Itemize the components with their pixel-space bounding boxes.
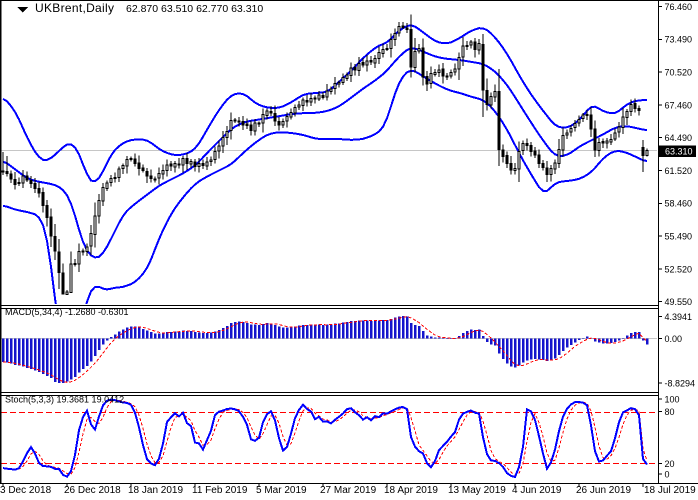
svg-text:3 Dec 2018: 3 Dec 2018 xyxy=(0,485,52,496)
svg-text:64.490: 64.490 xyxy=(665,133,693,143)
svg-text:4.3941: 4.3941 xyxy=(665,312,693,322)
svg-text:5 Mar 2019: 5 Mar 2019 xyxy=(256,485,307,496)
svg-text:67.460: 67.460 xyxy=(665,100,693,110)
svg-text:26 Dec 2018: 26 Dec 2018 xyxy=(64,485,121,496)
svg-text:62.870 63.510 62.770 63.310: 62.870 63.510 62.770 63.310 xyxy=(126,3,263,15)
svg-text:61.520: 61.520 xyxy=(665,166,693,176)
svg-text:18 Jan 2019: 18 Jan 2019 xyxy=(128,485,183,496)
svg-text:0: 0 xyxy=(665,469,670,479)
svg-text:26 Jun 2019: 26 Jun 2019 xyxy=(576,485,631,496)
svg-text:13 May 2019: 13 May 2019 xyxy=(448,485,506,496)
svg-text:11 Feb 2019: 11 Feb 2019 xyxy=(192,485,248,496)
svg-text:58.460: 58.460 xyxy=(665,199,693,209)
svg-text:70.520: 70.520 xyxy=(665,68,693,78)
svg-text:20: 20 xyxy=(665,459,675,469)
svg-text:27 Mar 2019: 27 Mar 2019 xyxy=(320,485,377,496)
svg-text:49.550: 49.550 xyxy=(665,297,693,307)
svg-text:UKBrent,Daily: UKBrent,Daily xyxy=(35,1,114,15)
svg-text:18 Apr 2019: 18 Apr 2019 xyxy=(384,485,438,496)
svg-text:Stoch(5,3,3) 19.3681 19.0412: Stoch(5,3,3) 19.3681 19.0412 xyxy=(5,395,124,405)
svg-text:-8.8294: -8.8294 xyxy=(665,378,696,388)
svg-text:MACD(5,34,4) -1.2680 -0.6301: MACD(5,34,4) -1.2680 -0.6301 xyxy=(5,307,129,317)
svg-text:76.460: 76.460 xyxy=(665,2,693,12)
svg-text:100: 100 xyxy=(665,394,680,404)
svg-text:63.310: 63.310 xyxy=(665,146,693,156)
svg-text:18 Jul 2019: 18 Jul 2019 xyxy=(644,485,696,496)
svg-text:55.490: 55.490 xyxy=(665,232,693,242)
svg-text:80: 80 xyxy=(665,407,675,417)
svg-text:73.490: 73.490 xyxy=(665,35,693,45)
svg-text:52.520: 52.520 xyxy=(665,264,693,274)
svg-text:4 Jun 2019: 4 Jun 2019 xyxy=(512,485,562,496)
svg-text:0.00: 0.00 xyxy=(665,334,683,344)
